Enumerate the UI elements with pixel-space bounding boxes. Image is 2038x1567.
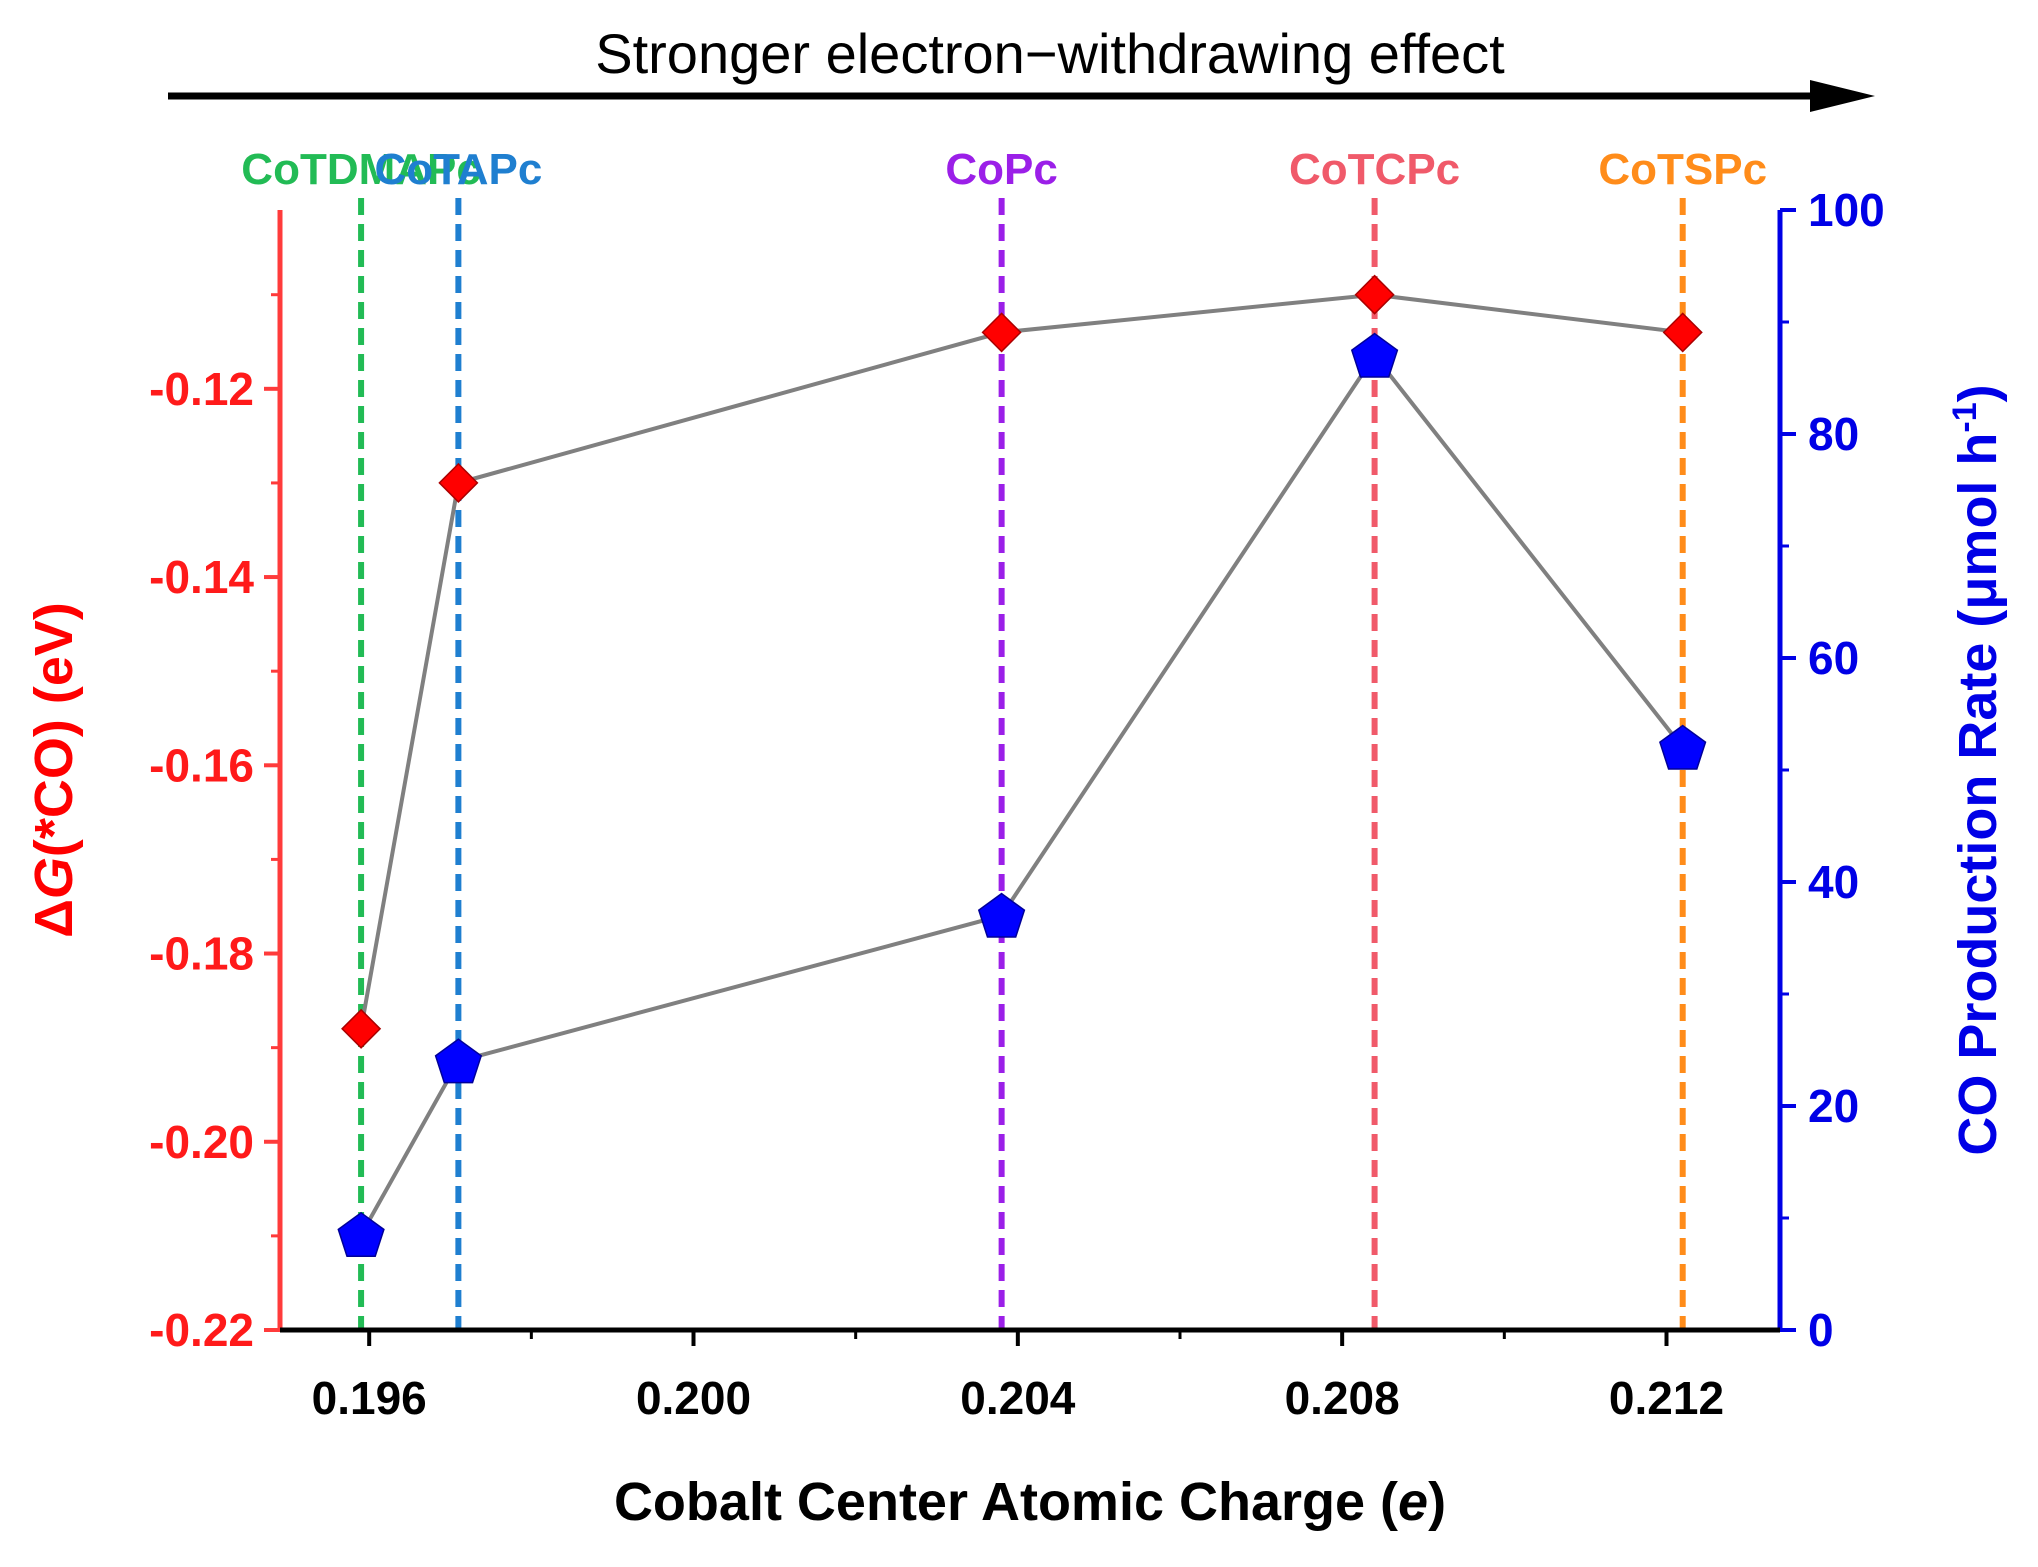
delta-g-point-cotdmapc bbox=[341, 1008, 382, 1049]
right-y-tick-label: 100 bbox=[1808, 184, 1885, 236]
x-tick-label: 0.196 bbox=[312, 1372, 427, 1424]
co-rate-point-cotapc bbox=[434, 1038, 483, 1084]
axes-group bbox=[277, 210, 1783, 1333]
x-tick-label: 0.208 bbox=[1285, 1372, 1400, 1424]
x-axis-ticks: 0.196 0.200 0.204 0.208 0.212 bbox=[312, 1330, 1724, 1424]
category-reference-lines bbox=[358, 198, 1686, 1330]
left-y-tick-label: -0.20 bbox=[149, 1116, 254, 1168]
delta-g-point-cotspc bbox=[1662, 312, 1703, 353]
left-y-tick-label: -0.18 bbox=[149, 928, 254, 980]
left-y-tick-label: -0.12 bbox=[149, 363, 254, 415]
series-line-co-rate bbox=[359, 352, 1685, 1236]
right-y-tick-label: 40 bbox=[1808, 856, 1859, 908]
x-axis-title: Cobalt Center Atomic Charge (e) bbox=[614, 1472, 1446, 1532]
category-label-cotcpc: CoTCPc bbox=[1289, 145, 1460, 194]
co-rate-point-cotcpc bbox=[1350, 332, 1399, 378]
annotation-group: Stronger electron−withdrawing effect bbox=[168, 22, 1875, 112]
series-markers bbox=[337, 274, 1707, 1257]
category-label-cotspc: CoTSPc bbox=[1598, 145, 1767, 194]
right-y-axis-title: CO Production Rate (μmol h-1) bbox=[1946, 384, 2008, 1155]
category-label-cotdmapc: CoTDMAPc bbox=[241, 145, 481, 194]
right-y-tick-label: 80 bbox=[1808, 408, 1859, 460]
right-y-tick-label: 20 bbox=[1808, 1080, 1859, 1132]
co-rate-point-copc bbox=[977, 892, 1026, 938]
right-y-axis-ticks: 0 20 40 60 80 100 bbox=[1780, 184, 1885, 1356]
series-connector-lines bbox=[359, 292, 1685, 1236]
co-rate-point-cotdmapc bbox=[337, 1211, 385, 1257]
co-rate-point-cotspc bbox=[1659, 724, 1707, 770]
left-y-axis-ticks: -0.12 -0.14 -0.16 -0.18 -0.20 -0.22 bbox=[149, 293, 280, 1356]
right-y-tick-label: 0 bbox=[1808, 1304, 1834, 1356]
x-tick-label: 0.212 bbox=[1609, 1372, 1724, 1424]
x-tick-label: 0.204 bbox=[960, 1372, 1076, 1424]
left-y-axis-title: ΔG(*CO) (eV) bbox=[24, 602, 84, 938]
left-y-tick-label: -0.14 bbox=[149, 551, 254, 603]
category-label-cotapc: CoTAPc bbox=[374, 145, 542, 194]
x-tick-label: 0.200 bbox=[636, 1372, 751, 1424]
delta-g-point-copc bbox=[981, 312, 1022, 353]
left-y-tick-label: -0.22 bbox=[149, 1304, 254, 1356]
category-label-copc: CoPc bbox=[945, 145, 1057, 194]
delta-g-point-cotcpc bbox=[1354, 274, 1395, 315]
annotation-arrow-head bbox=[1810, 80, 1875, 112]
left-y-tick-label: -0.16 bbox=[149, 739, 254, 791]
annotation-text: Stronger electron−withdrawing effect bbox=[595, 22, 1505, 85]
right-y-tick-label: 60 bbox=[1808, 632, 1859, 684]
delta-g-point-cotapc bbox=[438, 462, 479, 503]
